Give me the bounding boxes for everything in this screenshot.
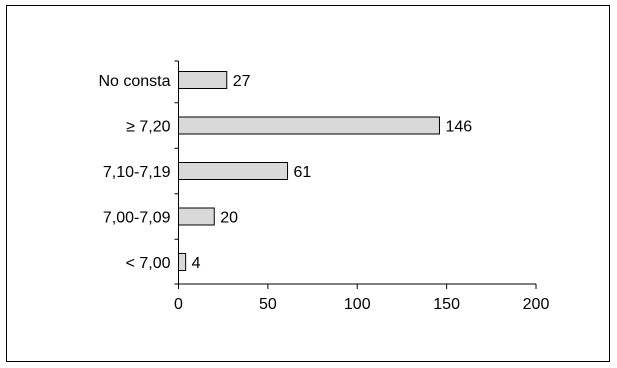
x-tick-label-2: 100 [344, 296, 371, 313]
category-label-4: < 7,00 [126, 255, 171, 272]
category-label-1: ≥ 7,20 [126, 119, 170, 136]
axes-layer [174, 60, 537, 289]
chart-frame [6, 5, 610, 362]
bars-layer [178, 71, 440, 271]
category-label-3: 7,00-7,09 [103, 210, 171, 227]
bar-0 [178, 71, 228, 89]
category-label-0: No consta [98, 73, 170, 90]
data-label-1: 146 [445, 119, 472, 136]
x-tick-label-4: 200 [523, 296, 550, 313]
bar-3 [178, 207, 215, 226]
labels-layer: No consta 27 ≥ 7,20 146 7,10-7,19 61 7,00-7,09… [98, 73, 549, 313]
category-label-2: 7,10-7,19 [103, 164, 171, 181]
data-label-3: 20 [220, 210, 238, 227]
x-tick-label-3: 150 [433, 296, 460, 313]
x-tick-label-0: 0 [174, 296, 183, 313]
bar-1 [178, 116, 440, 135]
bar-4 [178, 253, 187, 271]
data-label-4: 4 [192, 255, 201, 272]
data-label-0: 27 [233, 73, 251, 90]
x-tick-label-1: 50 [259, 296, 277, 313]
bar-2 [178, 162, 289, 180]
data-label-2: 61 [294, 164, 312, 181]
